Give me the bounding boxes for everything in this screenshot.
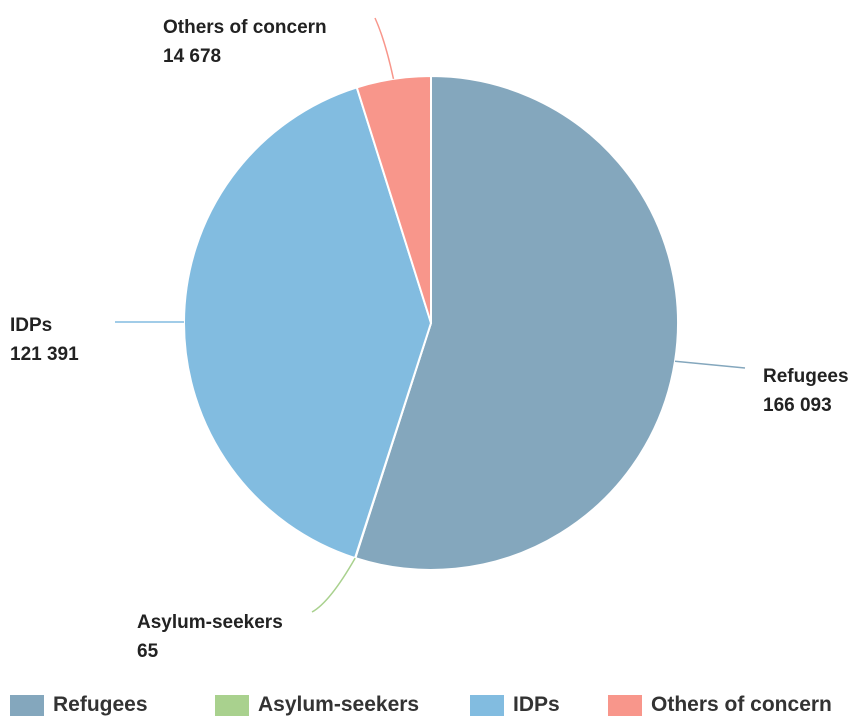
label-name-refugees: Refugees — [763, 366, 849, 387]
label-value-others: 14 678 — [163, 46, 221, 67]
leader-line-asylum-seekers — [311, 557, 356, 613]
legend-item-others-of-concern[interactable]: Others of concern — [608, 691, 832, 719]
legend-swatch-refugees — [10, 694, 44, 716]
legend-swatch-idps — [470, 694, 504, 716]
legend-label-others-of-concern: Others of concern — [651, 693, 832, 716]
leader-line-refugees — [674, 360, 746, 369]
legend-swatch-others-of-concern — [608, 694, 642, 716]
label-name-asylum: Asylum-seekers — [137, 612, 283, 633]
legend-swatch-asylum-seekers — [215, 694, 249, 716]
label-name-others: Others of concern — [163, 17, 327, 38]
legend-label-asylum-seekers: Asylum-seekers — [258, 693, 420, 716]
label-value-idps: 121 391 — [10, 344, 79, 365]
legend-label-refugees: Refugees — [53, 693, 148, 716]
leader-line-others-of-concern — [374, 17, 395, 80]
pie-slices — [183, 74, 680, 571]
legend-item-refugees[interactable]: Refugees — [10, 691, 148, 719]
leader-lines — [114, 17, 746, 613]
legend-item-asylum-seekers[interactable]: Asylum-seekers — [215, 691, 419, 719]
label-value-asylum: 65 — [137, 641, 159, 662]
legend-item-idps[interactable]: IDPs — [470, 691, 560, 719]
label-value-refugees: 166 093 — [763, 395, 832, 416]
label-name-idps: IDPs — [10, 315, 52, 336]
legend: Refugees Asylum-seekers IDPs Others of c… — [10, 691, 866, 719]
legend-label-idps: IDPs — [513, 693, 560, 716]
